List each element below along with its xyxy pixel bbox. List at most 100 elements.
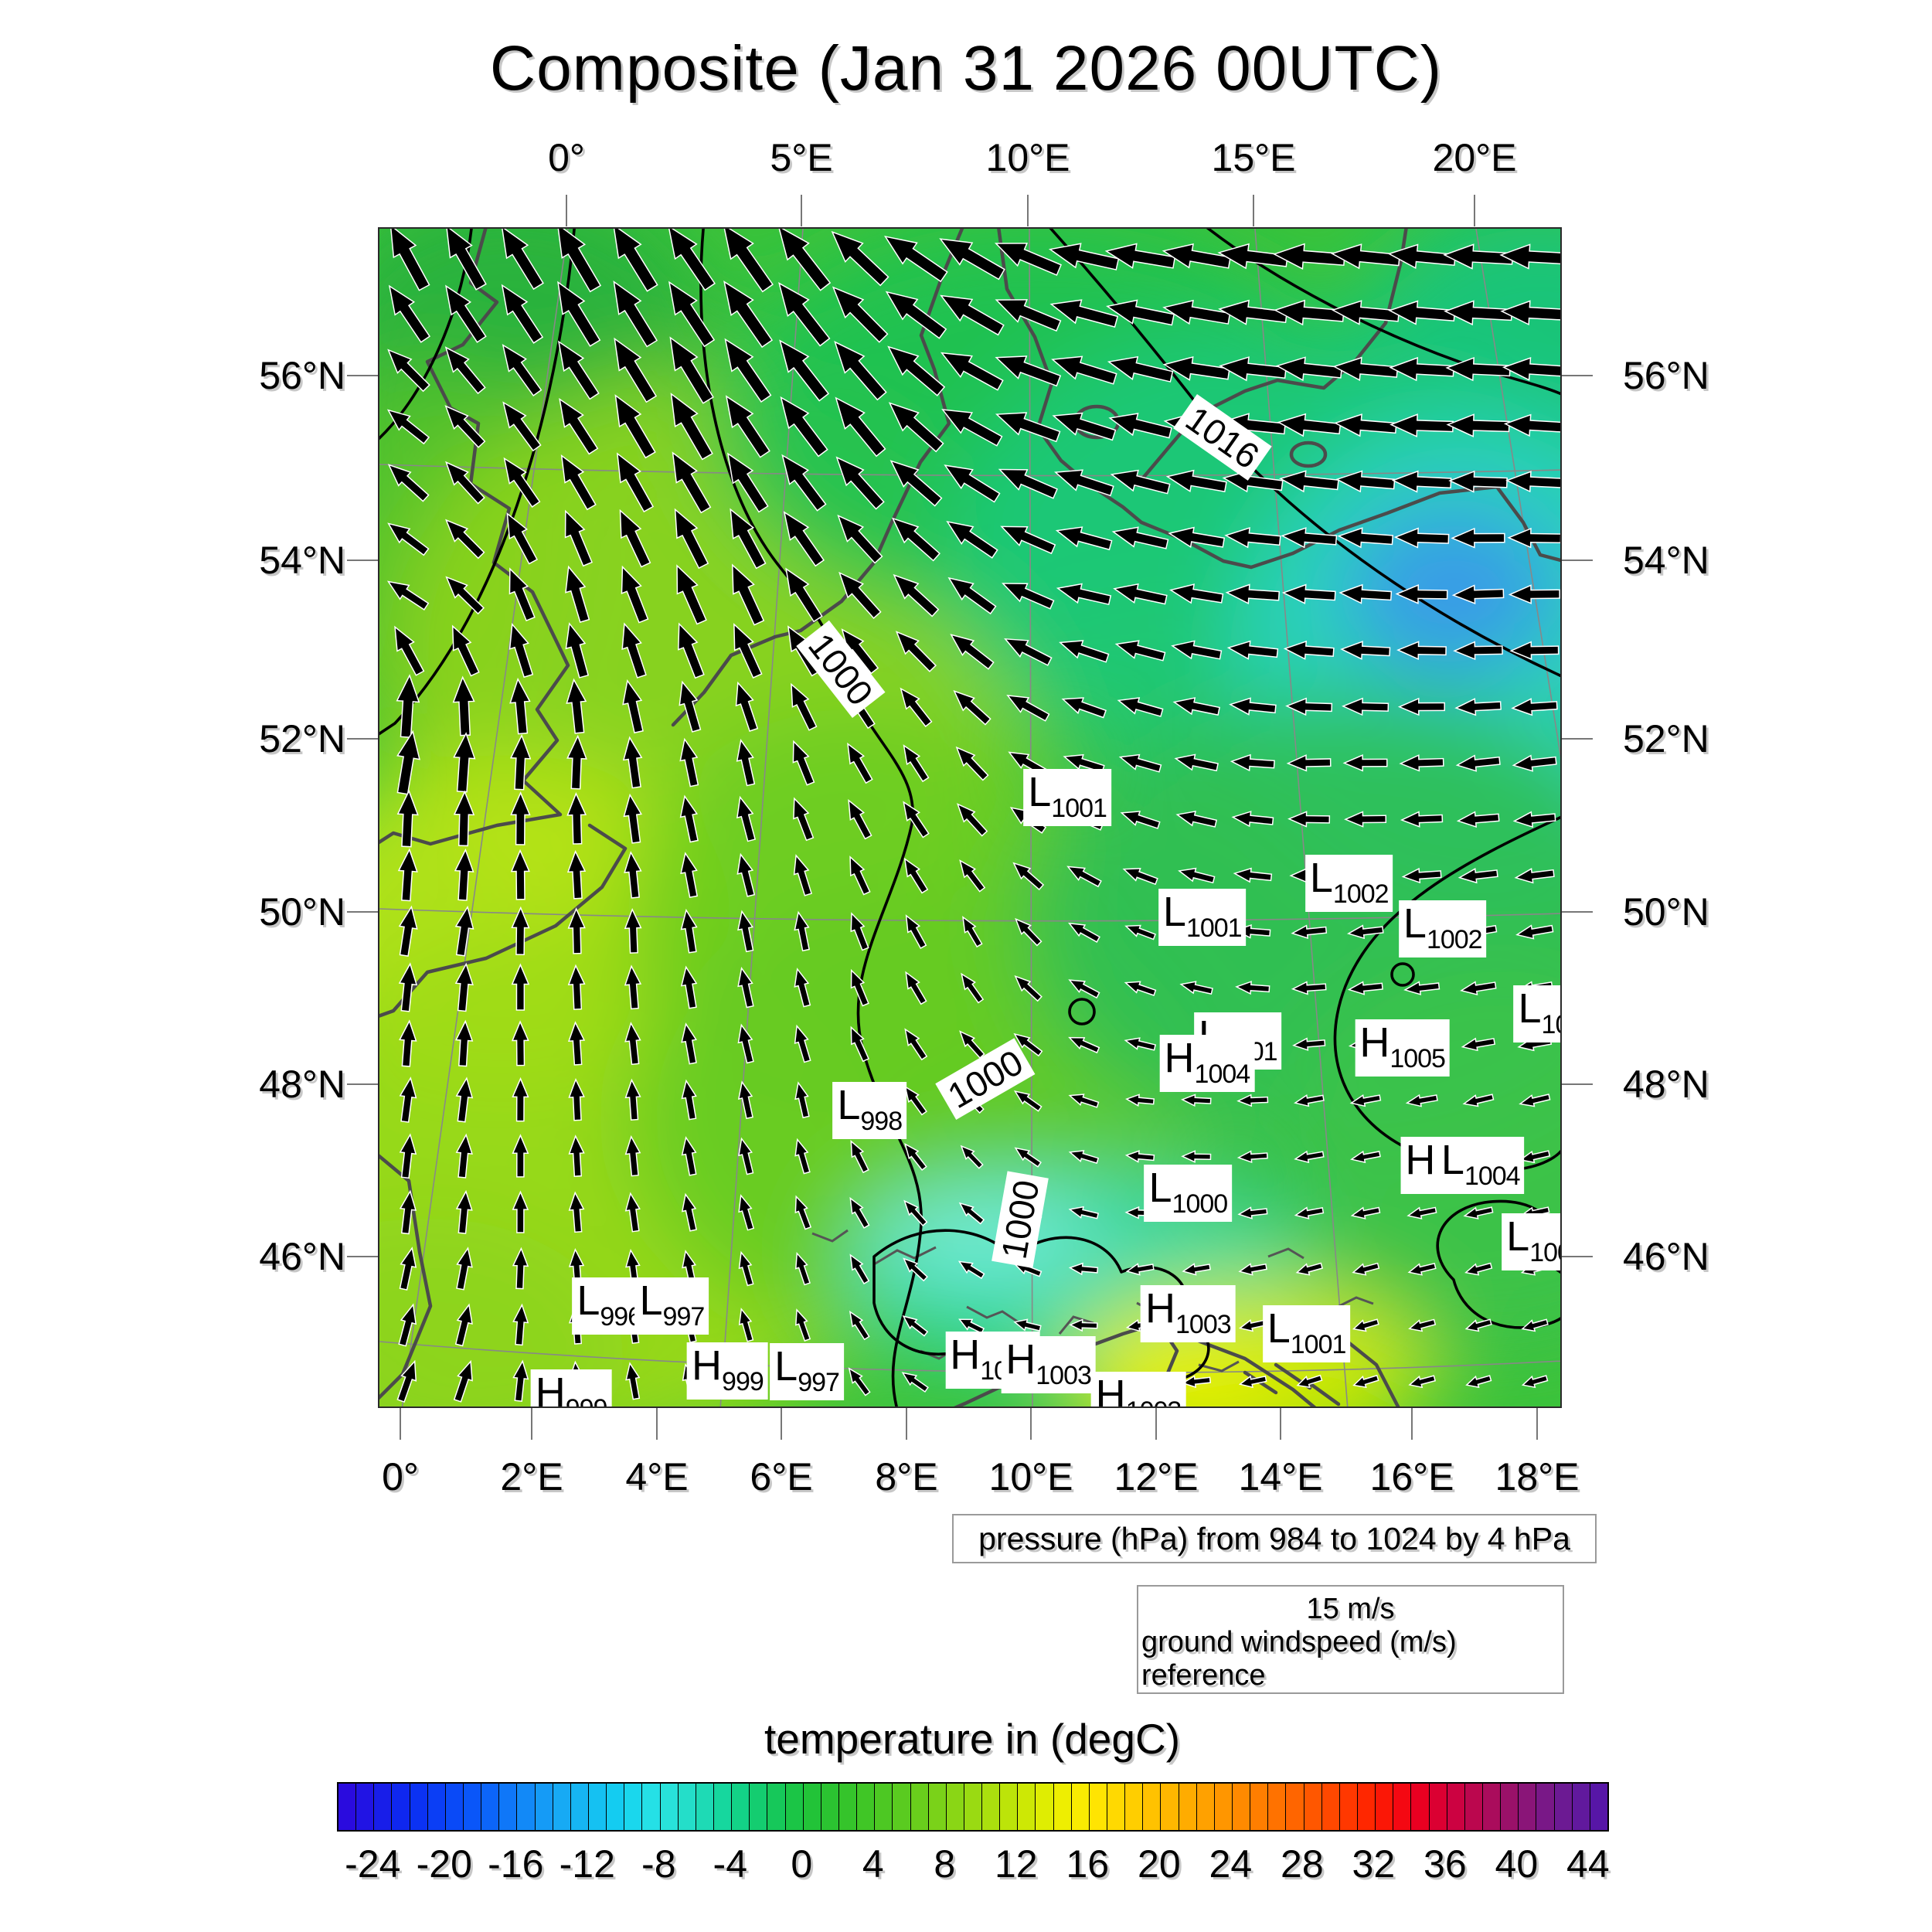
low-pressure-marker: L1001	[1023, 769, 1111, 827]
low-pressure-marker: L1004	[1436, 1136, 1525, 1194]
wind-arrow	[1395, 584, 1448, 604]
wind-arrow	[780, 396, 828, 457]
wind-arrow	[619, 509, 651, 568]
wind-arrow	[1066, 866, 1102, 888]
wind-arrow	[779, 339, 830, 402]
wind-arrow	[1118, 753, 1162, 773]
wind-arrow	[1291, 924, 1328, 939]
wind-arrow	[1175, 811, 1218, 828]
wind-arrow	[681, 1136, 697, 1176]
low-pressure-marker: L1001	[1262, 1305, 1351, 1363]
wind-arrow	[512, 1077, 529, 1122]
axis-tick-right	[1562, 560, 1593, 561]
axis-tick-label-bottom: 12°E	[1114, 1455, 1199, 1498]
axis-tick-left	[347, 1256, 378, 1257]
wind-arrow	[679, 794, 699, 843]
colorbar-cell	[1411, 1784, 1430, 1830]
wind-arrow	[1514, 868, 1555, 884]
wind-arrow	[613, 281, 658, 348]
wind-arrow	[396, 674, 420, 738]
wind-arrow	[510, 849, 530, 900]
wind-arrow	[1174, 753, 1219, 772]
colorbar-cell	[570, 1784, 589, 1830]
wind-arrow	[1014, 1147, 1042, 1168]
colorbar-tick-label: 12	[995, 1842, 1038, 1886]
colorbar-cell	[857, 1784, 876, 1830]
wind-arrow	[848, 799, 872, 840]
pressure-letter: L	[774, 1343, 798, 1390]
axis-tick-bottom	[656, 1408, 658, 1440]
wind-arrow	[1051, 355, 1117, 385]
wind-arrow	[502, 343, 543, 397]
wind-arrow	[1233, 867, 1273, 883]
pressure-value: 997	[798, 1368, 840, 1398]
wind-arrow	[905, 971, 927, 1005]
wind-arrow	[1179, 981, 1213, 995]
wind-arrow	[957, 1260, 985, 1280]
colorbar-cell	[624, 1784, 643, 1830]
wind-arrow	[512, 1190, 529, 1233]
wind-arrow	[994, 243, 1062, 276]
wind-arrow	[904, 1028, 928, 1061]
axis-tick-bottom	[400, 1408, 401, 1440]
wind-arrow	[456, 1247, 473, 1291]
wind-arrow	[453, 732, 476, 793]
wind-arrow	[794, 1252, 811, 1286]
pressure-value: 1003	[1036, 1360, 1092, 1390]
colorbar-cell	[427, 1784, 446, 1830]
axis-tick-label-right: 50°N	[1623, 890, 1709, 934]
wind-arrow	[961, 972, 985, 1004]
wind-arrow	[723, 229, 774, 293]
axis-tick-right	[1562, 1083, 1593, 1085]
wind-arrow	[445, 576, 485, 615]
wind-arrow	[944, 464, 1001, 503]
wind-arrow	[725, 395, 770, 458]
wind-arrow	[724, 338, 772, 403]
wind-arrow	[399, 1019, 417, 1067]
wind-arrow	[509, 622, 534, 679]
wind-arrow	[1108, 413, 1172, 439]
wind-arrow	[1012, 862, 1045, 891]
wind-arrow	[509, 567, 536, 622]
wind-arrow	[1446, 413, 1510, 437]
wind-arrow	[731, 563, 765, 626]
axis-tick-left	[347, 1083, 378, 1085]
wind-arrow	[397, 848, 418, 902]
axis-tick-label-top: 10°E	[985, 136, 1070, 179]
colorbar-cell	[1268, 1784, 1287, 1830]
wind-arrow	[1521, 1375, 1549, 1389]
axis-tick-bottom	[781, 1408, 782, 1440]
colorbar-cell	[1053, 1784, 1072, 1830]
wind-arrow	[681, 1079, 697, 1121]
wind-arrow	[389, 229, 430, 291]
axis-tick-bottom	[906, 1408, 907, 1440]
wind-arrow	[455, 1189, 473, 1234]
low-pressure-marker: L1002	[1304, 854, 1393, 912]
colorbar-tick-label: 8	[934, 1842, 956, 1886]
wind-arrow	[1224, 526, 1281, 549]
wind-arrow	[1068, 922, 1100, 943]
pressure-value: 1001	[1290, 1330, 1347, 1360]
axis-tick-label-bottom: 2°E	[500, 1455, 563, 1498]
wind-arrow	[1001, 583, 1055, 610]
wind-arrow	[454, 905, 474, 957]
colorbar-cell	[553, 1784, 571, 1830]
axis-tick-label-top: 0°	[548, 136, 585, 179]
wind-arrow	[386, 580, 430, 611]
low-pressure-marker: L1004	[1513, 985, 1560, 1043]
wind-arrow	[904, 1142, 927, 1172]
wind-arrow	[454, 1303, 473, 1347]
colorbar-cell	[713, 1784, 733, 1830]
wind-arrow	[888, 402, 944, 453]
pressure-value: 1003	[1126, 1396, 1182, 1406]
wind-arrow	[1225, 583, 1281, 604]
wind-arrow	[510, 791, 531, 845]
wind-arrow	[995, 355, 1062, 387]
wind-arrow	[1068, 1206, 1100, 1219]
wind-arrow	[1049, 299, 1119, 328]
wind-arrow	[454, 848, 474, 901]
wind-arrow	[621, 622, 647, 679]
colorbar-cell	[1179, 1784, 1197, 1830]
wind-arrow	[512, 1359, 529, 1402]
